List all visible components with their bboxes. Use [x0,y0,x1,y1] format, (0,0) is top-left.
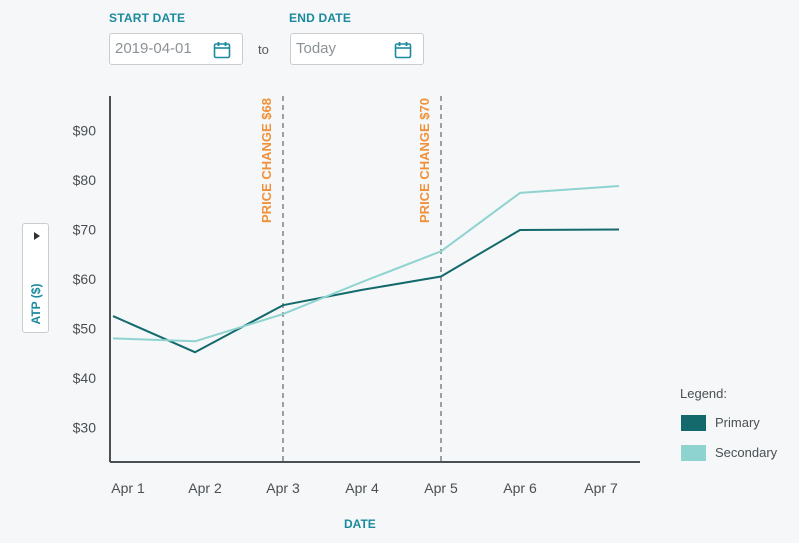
y-axis-selector[interactable]: ATP ($) [22,223,49,333]
end-date-label: END DATE [289,11,352,25]
y-tick-label: $90 [73,123,97,139]
x-tick-label: Apr 3 [266,480,300,496]
x-tick-label: Apr 5 [424,480,458,496]
x-tick-label: Apr 6 [503,480,537,496]
calendar-icon[interactable] [394,41,412,59]
legend-label-primary: Primary [715,415,760,430]
price-change-label: PRICE CHANGE $70 [417,98,432,223]
start-date-input[interactable] [115,40,215,57]
x-axis-label: DATE [344,517,376,531]
legend-swatch-primary [681,415,706,431]
triangle-right-icon[interactable] [34,232,40,240]
start-date-label: START DATE [109,11,186,25]
y-tick-label: $60 [73,271,97,287]
x-tick-label: Apr 4 [345,480,379,496]
start-date-field[interactable] [109,33,243,65]
calendar-icon[interactable] [213,41,231,59]
y-tick-label: $50 [73,320,97,336]
y-tick-label: $30 [73,419,97,435]
x-tick-label: Apr 1 [111,480,145,496]
end-date-input[interactable] [296,40,396,57]
y-tick-label: $80 [73,172,97,188]
legend-label-secondary: Secondary [715,445,778,460]
x-tick-label: Apr 2 [188,480,222,496]
end-date-field[interactable] [290,33,424,65]
series-line-primary [112,228,620,354]
to-label: to [258,42,269,57]
legend-title: Legend: [680,386,727,401]
y-tick-label: $40 [73,370,97,386]
y-tick-label: $70 [73,222,97,238]
series-line-secondary [112,185,620,343]
legend-swatch-secondary [681,445,706,461]
price-change-label: PRICE CHANGE $68 [259,98,274,223]
x-tick-label: Apr 7 [584,480,618,496]
